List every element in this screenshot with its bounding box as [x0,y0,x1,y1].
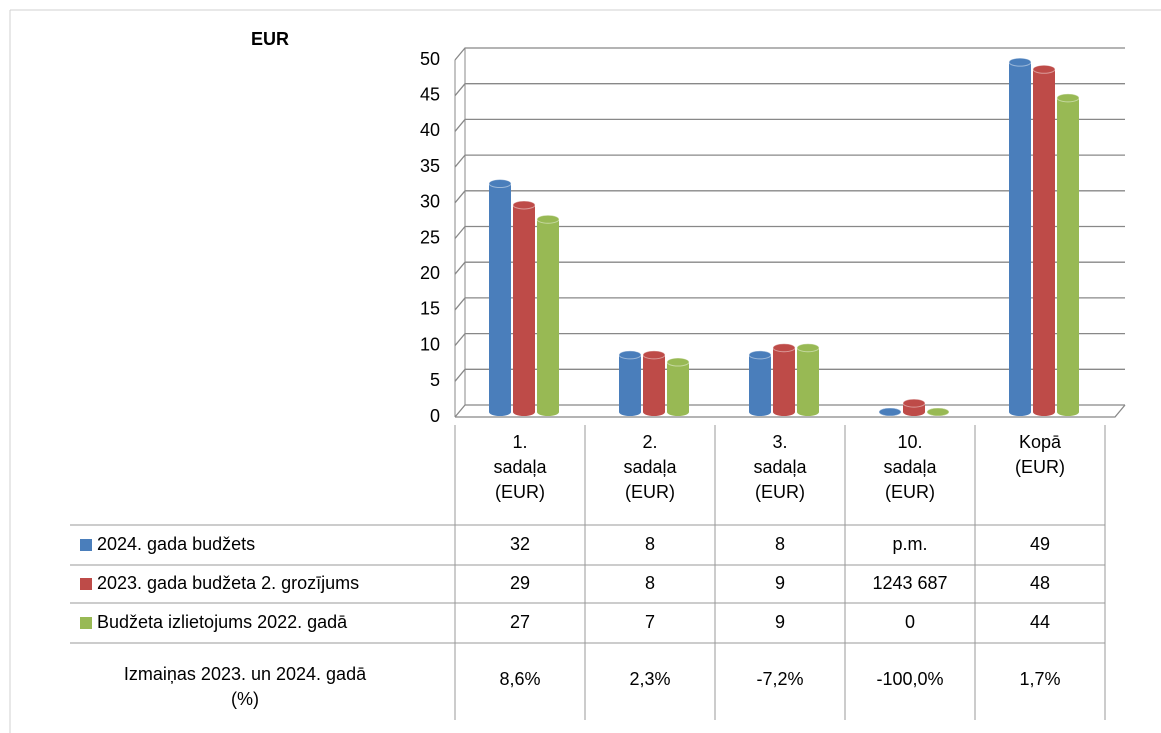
grid-line [454,47,1125,61]
bar [773,347,795,412]
table-value: 44 [1030,612,1050,632]
table-value: p.m. [892,534,927,554]
bar-base [1009,408,1031,416]
grid-line [454,332,1125,347]
table-value: -100,0% [876,669,943,689]
bar [513,204,535,412]
bar-top [1032,64,1056,74]
y-tick-label: 45 [420,84,440,104]
bar-base [773,408,795,416]
bar-top [1008,57,1032,67]
bar-top [878,407,902,417]
bar-top [748,350,772,360]
bar-top [902,398,926,408]
table-value: 48 [1030,573,1050,593]
table-value: 7 [645,612,655,632]
bar-base [1033,408,1055,416]
bar [749,354,771,412]
bar [903,403,925,412]
bar-base [797,408,819,416]
legend-key [80,539,92,551]
y-tick-label: 35 [420,156,440,176]
grid-line [454,368,1125,382]
grid-line [454,118,1125,132]
bar [797,347,819,412]
x-tick-label: Kopā (EUR) [1015,432,1065,477]
table-value: 8,6% [499,669,540,689]
legend-label: 2024. gada budžets [97,534,255,554]
legend-key [80,617,92,629]
bar-base [643,408,665,416]
grid-line [454,261,1125,275]
bar-top [618,350,642,360]
table-value: 9 [775,573,785,593]
bar [1033,69,1055,412]
y-tick-label: 15 [420,299,440,319]
change-row-label: Izmaiņas 2023. un 2024. gadā (%) [123,664,367,709]
bar-top [536,214,560,224]
x-tick-label: 2. sadaļa (EUR) [623,432,677,502]
bar-top [512,200,536,210]
bar [667,362,689,412]
chart-title: EUR [251,29,289,49]
table-value: 8 [775,534,785,554]
bar [537,219,559,412]
grid-line [454,190,1125,204]
y-tick-label: 25 [420,227,440,247]
legend-label: 2023. gada budžeta 2. grozījums [97,573,359,593]
bar-top [1056,93,1080,103]
table-value: 8 [645,573,655,593]
table-value: 1,7% [1019,669,1060,689]
grid-line [454,83,1125,97]
x-tick-label: 1. sadaļa (EUR) [493,432,547,502]
grid-line [454,154,1125,168]
bar-top [488,179,512,189]
bar-base [1057,408,1079,416]
table-value: 29 [510,573,530,593]
table-value: 1243 687 [872,573,947,593]
bar-top [642,350,666,360]
legend-key [80,578,92,590]
bar-top [772,343,796,353]
bar [643,354,665,412]
table-value: 0 [905,612,915,632]
table-value: 49 [1030,534,1050,554]
table-value: 2,3% [629,669,670,689]
y-tick-label: 50 [420,49,440,69]
bar-base [749,408,771,416]
bar [619,354,641,412]
y-tick-label: 20 [420,263,440,283]
table-value: 8 [645,534,655,554]
grid-line [454,297,1125,311]
bar [1009,62,1031,412]
bar-base [667,408,689,416]
x-tick-label: 10. sadaļa (EUR) [883,432,937,502]
y-tick-label: 10 [420,334,440,354]
legend-label: Budžeta izlietojums 2022. gadā [97,612,348,632]
bar-base [489,408,511,416]
floor [455,404,1126,418]
bar-base [619,408,641,416]
grid-line [454,225,1125,239]
bar-top [666,357,690,367]
bar [489,183,511,412]
bar-top [926,407,950,417]
y-tick-label: 5 [430,370,440,390]
x-tick-label: 3. sadaļa (EUR) [753,432,807,502]
bar-base [537,408,559,416]
y-tick-label: 30 [420,192,440,212]
table-value: -7,2% [756,669,803,689]
table-value: 9 [775,612,785,632]
table-value: 32 [510,534,530,554]
bar-base [903,408,925,416]
bar-base [513,408,535,416]
table-value: 27 [510,612,530,632]
bar-top [796,343,820,353]
y-tick-label: 0 [430,406,440,426]
y-tick-label: 40 [420,120,440,140]
bar [1057,97,1079,412]
